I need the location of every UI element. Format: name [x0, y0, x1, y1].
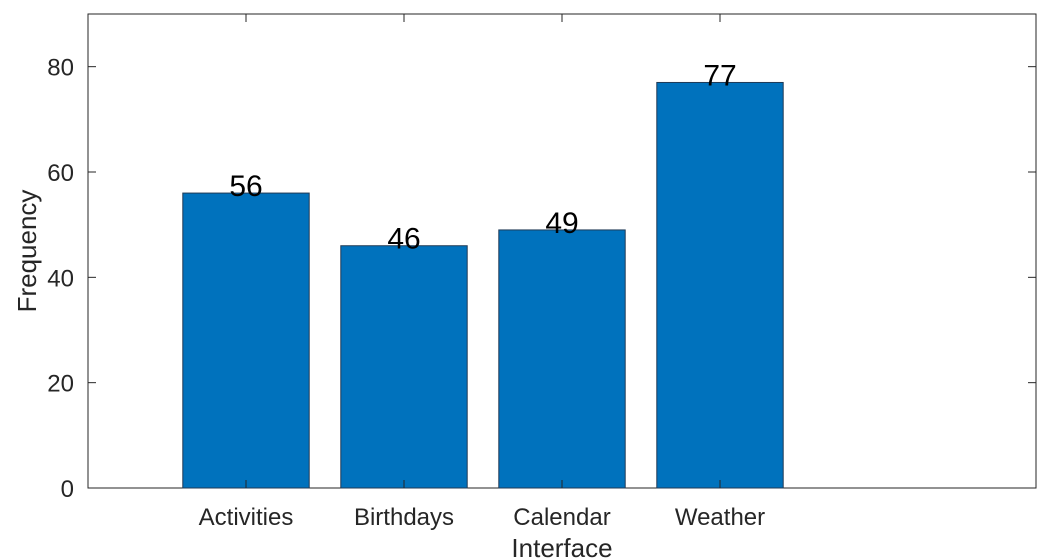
y-tick-label: 60	[47, 160, 74, 187]
axis-ticks: 0 20 40 60 80 Activities Birthdays Calendar Weat…	[47, 14, 1036, 531]
bars	[182, 81, 784, 489]
x-tick-label-birthdays: Birthdays	[354, 504, 454, 531]
x-axis-title: Interface	[511, 533, 612, 560]
x-tick-label-weather: Weather	[675, 504, 765, 531]
y-tick-label: 20	[47, 371, 74, 398]
y-axis-title: Frequency	[12, 190, 42, 313]
x-tick-label-calendar: Calendar	[513, 504, 610, 531]
x-tick-label-activities: Activities	[199, 504, 294, 531]
bar-weather	[656, 81, 784, 489]
data-label-weather: 77	[703, 59, 736, 92]
y-tick-label: 40	[47, 265, 74, 292]
bar-calendar	[498, 229, 626, 489]
data-label-birthdays: 46	[387, 223, 420, 256]
data-label-calendar: 49	[545, 207, 578, 240]
data-label-activities: 56	[229, 170, 262, 203]
bar-activities	[182, 192, 310, 489]
data-labels: 56 46 49 77	[229, 59, 736, 255]
y-tick-label: 80	[47, 55, 74, 82]
y-tick-label: 0	[61, 476, 74, 503]
bar-birthdays	[340, 245, 468, 489]
